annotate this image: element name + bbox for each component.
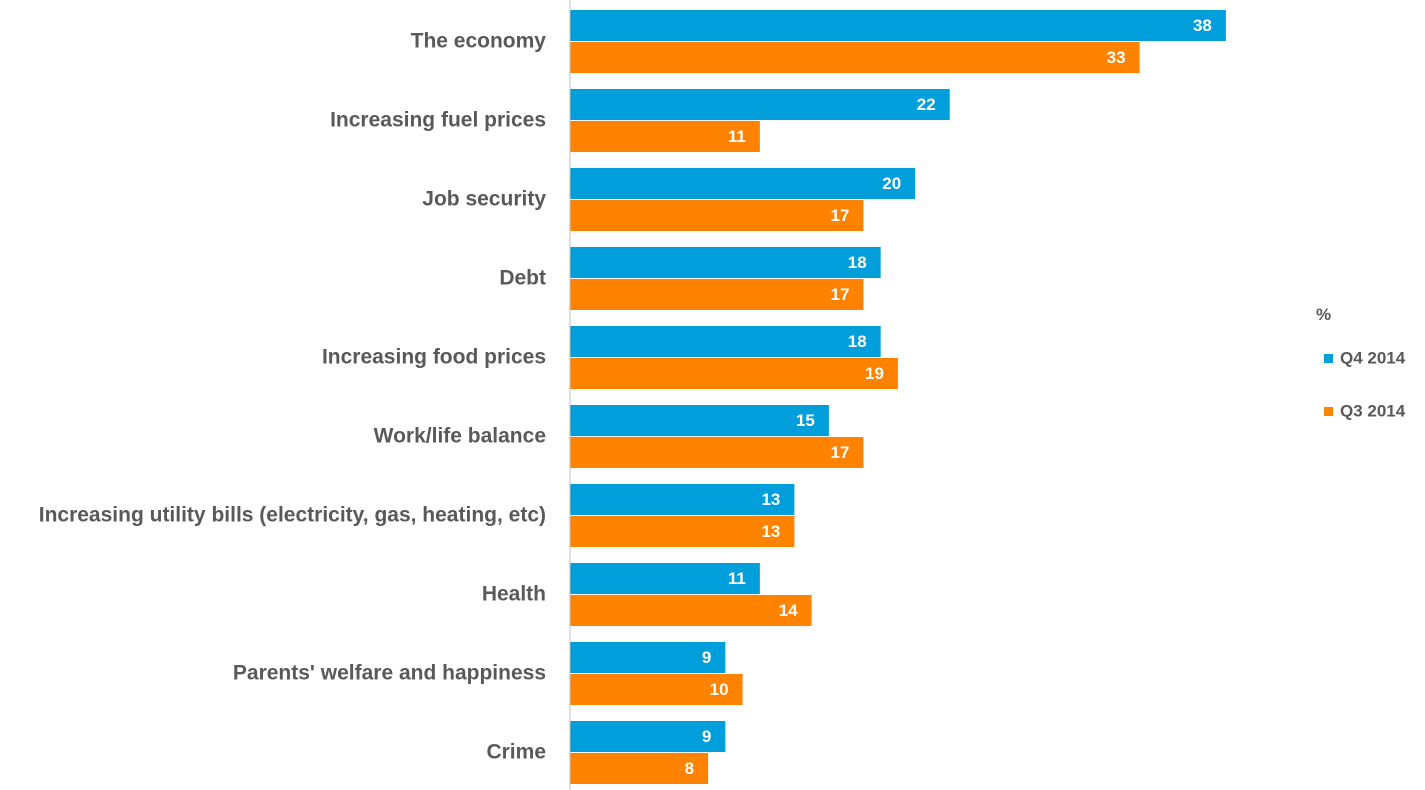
- legend-title: %: [1316, 305, 1331, 324]
- category-label-job-security: Job security: [422, 188, 546, 211]
- category-label-increasing-utility-bills-electricity-gas-heating-etc: Increasing utility bills (electricity, g…: [39, 504, 546, 527]
- bar-q3-2014-the-economy: [570, 42, 1140, 73]
- category-label-crime: Crime: [486, 741, 546, 764]
- value-label-q4-2014-increasing-food-prices: 18: [848, 332, 867, 351]
- bar-q4-2014-work-life-balance: [570, 405, 829, 436]
- category-label-work-life-balance: Work/life balance: [374, 425, 546, 448]
- value-label-q3-2014-the-economy: 33: [1107, 48, 1126, 67]
- bar-q4-2014-the-economy: [570, 10, 1226, 41]
- category-label-parents-welfare-and-happiness: Parents' welfare and happiness: [233, 662, 546, 685]
- bar-q4-2014-increasing-utility-bills-electricity-gas-heating-etc: [570, 484, 795, 515]
- value-label-q3-2014-health: 14: [779, 601, 798, 620]
- bar-q3-2014-job-security: [570, 200, 864, 231]
- legend-swatch-q3-2014: [1324, 407, 1333, 416]
- legend: % Q4 2014 Q3 2014: [1316, 305, 1406, 420]
- value-label-q4-2014-job-security: 20: [882, 174, 901, 193]
- value-label-q3-2014-increasing-food-prices: 19: [865, 364, 884, 383]
- bar-q4-2014-debt: [570, 247, 881, 278]
- value-label-q4-2014-debt: 18: [848, 253, 867, 272]
- legend-label-q3-2014: Q3 2014: [1340, 401, 1406, 420]
- category-labels-layer: The economy Increasing fuel prices Job sec…: [39, 30, 547, 764]
- value-label-q3-2014-parents-welfare-and-happiness: 10: [710, 680, 729, 699]
- bar-q4-2014-job-security: [570, 168, 916, 199]
- value-label-q3-2014-debt: 17: [830, 285, 849, 304]
- category-label-health: Health: [482, 583, 546, 606]
- value-label-q3-2014-increasing-utility-bills-electricity-gas-heating-etc: 13: [761, 522, 780, 541]
- category-label-increasing-fuel-prices: Increasing fuel prices: [330, 109, 546, 132]
- bar-q3-2014-crime: [570, 753, 709, 784]
- bar-q4-2014-parents-welfare-and-happiness: [570, 642, 726, 673]
- category-label-increasing-food-prices: Increasing food prices: [322, 346, 546, 369]
- value-label-q4-2014-health: 11: [728, 569, 746, 588]
- bar-q4-2014-increasing-fuel-prices: [570, 89, 950, 120]
- value-label-q4-2014-work-life-balance: 15: [796, 411, 815, 430]
- value-label-q3-2014-crime: 8: [685, 759, 694, 778]
- value-label-q4-2014-the-economy: 38: [1193, 16, 1212, 35]
- value-label-q3-2014-job-security: 17: [830, 206, 849, 225]
- value-label-q3-2014-increasing-fuel-prices: 11: [728, 127, 746, 146]
- bar-q4-2014-increasing-food-prices: [570, 326, 881, 357]
- value-label-q3-2014-work-life-balance: 17: [830, 443, 849, 462]
- value-label-q4-2014-parents-welfare-and-happiness: 9: [702, 648, 711, 667]
- legend-swatch-q4-2014: [1324, 354, 1333, 363]
- bar-q3-2014-work-life-balance: [570, 437, 864, 468]
- bar-q4-2014-health: [570, 563, 760, 594]
- legend-items: Q4 2014 Q3 2014: [1324, 348, 1406, 420]
- bar-q3-2014-health: [570, 595, 812, 626]
- bar-q3-2014-parents-welfare-and-happiness: [570, 674, 743, 705]
- value-label-q4-2014-crime: 9: [702, 727, 711, 746]
- bar-q3-2014-increasing-utility-bills-electricity-gas-heating-etc: [570, 516, 795, 547]
- category-label-the-economy: The economy: [411, 30, 547, 53]
- legend-label-q4-2014: Q4 2014: [1340, 348, 1406, 367]
- bar-q3-2014-increasing-food-prices: [570, 358, 898, 389]
- value-label-q4-2014-increasing-fuel-prices: 22: [917, 95, 936, 114]
- value-label-q4-2014-increasing-utility-bills-electricity-gas-heating-etc: 13: [761, 490, 780, 509]
- bar-q3-2014-debt: [570, 279, 864, 310]
- bar-q3-2014-increasing-fuel-prices: [570, 121, 760, 152]
- bar-q4-2014-crime: [570, 721, 726, 752]
- category-label-debt: Debt: [499, 267, 546, 290]
